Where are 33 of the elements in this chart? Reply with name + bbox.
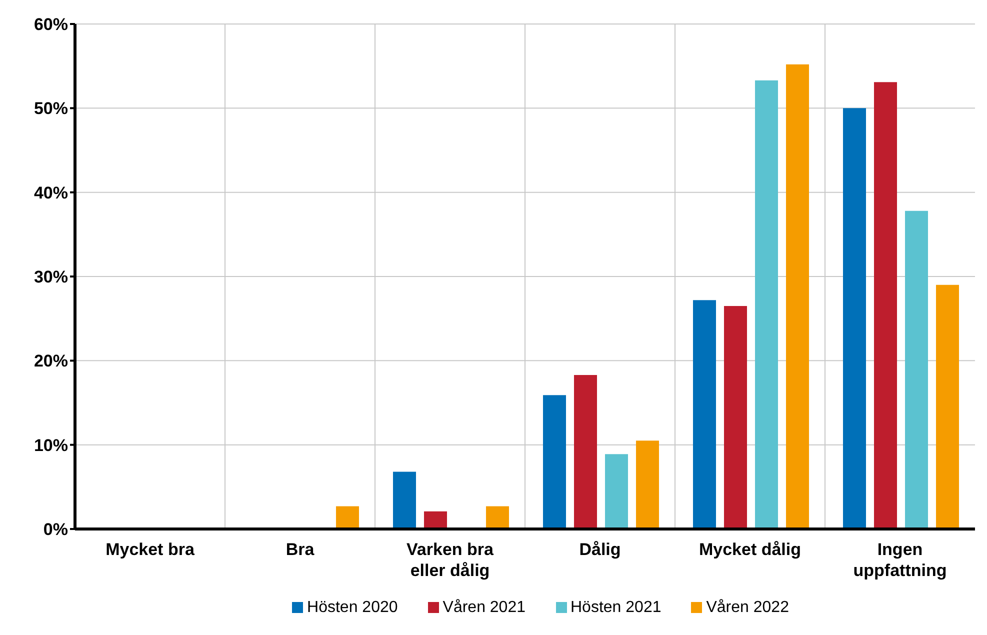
bar (336, 506, 359, 529)
bar (424, 511, 447, 529)
y-tick-label: 50% (34, 99, 68, 118)
bar (936, 284, 959, 529)
bar (574, 374, 597, 529)
x-tick-label: Dålig (579, 540, 621, 559)
x-tick-label: Ingen uppfattning (853, 540, 947, 580)
bar (543, 395, 566, 529)
bar (786, 64, 809, 529)
bar (724, 306, 747, 529)
bar (393, 472, 416, 529)
bar (693, 300, 716, 529)
x-tick-label: Bra (286, 540, 315, 559)
x-tick-label: Mycket dålig (698, 540, 802, 559)
legend-label: Våren 2022 (706, 599, 789, 616)
y-tick-label: 60% (34, 15, 68, 34)
x-tick-label: Mycket bra (106, 540, 195, 559)
y-tick-label: 10% (34, 436, 68, 455)
y-tick-label: 30% (34, 268, 68, 287)
bar (874, 82, 897, 529)
legend-label: Hösten 2020 (307, 599, 398, 616)
y-tick-label: 20% (34, 352, 68, 371)
legend-label: Våren 2021 (442, 599, 526, 616)
bar (755, 80, 778, 529)
x-tick-label: Varken bra eller dålig (406, 540, 494, 580)
legend-label: Hösten 2021 (570, 599, 662, 616)
y-tick-label: 0% (43, 520, 68, 540)
bar (843, 108, 866, 529)
bar (636, 440, 659, 529)
y-tick-label: 40% (34, 183, 68, 202)
bar (605, 454, 628, 529)
bar (486, 506, 509, 529)
bar (905, 210, 928, 529)
